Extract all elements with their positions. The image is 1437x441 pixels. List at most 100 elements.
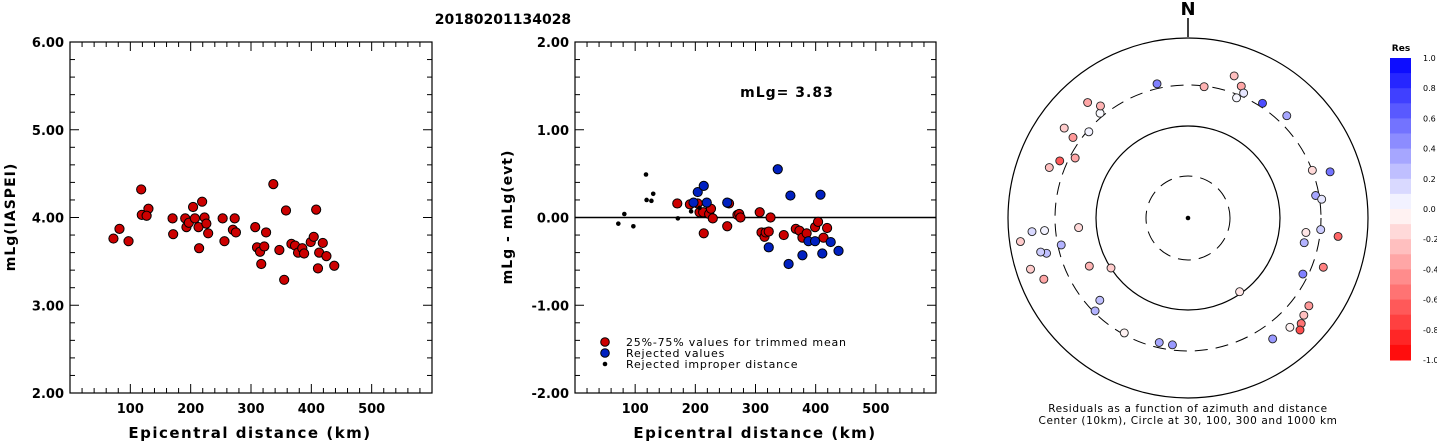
data-point [280, 205, 292, 216]
colorbar-cell [1390, 88, 1411, 104]
y-tick-label: 5.00 [32, 124, 64, 139]
station-point [1015, 237, 1025, 246]
colorbar-cell [1390, 269, 1411, 285]
data-point [817, 248, 828, 259]
data-point [688, 197, 699, 208]
colorbar-cell [1390, 239, 1411, 255]
station-point [1027, 227, 1037, 237]
footer-line-2: Center (10km), Circle at 30, 100, 300 an… [1039, 415, 1338, 427]
station-point [1040, 226, 1049, 236]
data-point [765, 212, 776, 223]
y-tick-label: 3.00 [32, 299, 64, 314]
data-point [260, 227, 272, 238]
station-point [1304, 301, 1314, 311]
colorbar-title: Res [1392, 44, 1410, 54]
data-point [298, 248, 310, 259]
data-point [311, 204, 322, 215]
x-tick-label: 500 [358, 402, 385, 417]
magnitude-vs-distance-plot: 2.00 3.00 4.00 5.00 6.00 100 200 300 400 500 Epi… [3, 36, 433, 441]
colorbar-tick-label: -0.8 [1423, 326, 1437, 335]
colorbar-cell [1390, 329, 1411, 346]
station-point [1084, 127, 1094, 137]
data-point [650, 191, 656, 197]
legend-marker [602, 361, 608, 367]
x-tick-label: 300 [237, 402, 264, 417]
ring-1000km [1007, 37, 1369, 399]
station-point [1026, 264, 1035, 274]
colorbar-cell [1390, 254, 1411, 270]
legend-marker [600, 337, 610, 347]
y-tick-label: -2.00 [532, 387, 569, 402]
data-point [194, 243, 205, 254]
colorbar-tick-label: 0.4 [1423, 145, 1436, 154]
data-point [722, 197, 733, 208]
data-point [622, 211, 627, 217]
colorbar-cell [1390, 163, 1411, 180]
station-point [1095, 295, 1105, 305]
y-tick-label: 2.00 [32, 387, 64, 402]
station-point [1318, 262, 1328, 272]
y-tick-label: 2.00 [537, 36, 569, 51]
x-tick-label: 400 [298, 402, 325, 417]
x-axis-label: Epicentral distance (km) [128, 424, 371, 441]
ring-100km [1095, 125, 1281, 311]
station-point [1059, 123, 1069, 133]
station-point [1316, 225, 1326, 235]
colorbar-cell [1390, 193, 1411, 210]
data-point [785, 190, 796, 201]
station-point [1268, 334, 1278, 344]
data-point [821, 222, 833, 234]
data-point [136, 184, 147, 195]
station-point [1317, 194, 1327, 204]
station-points [1015, 71, 1343, 350]
data-point [141, 210, 152, 221]
station-point [1325, 167, 1335, 177]
data-point [250, 222, 261, 233]
data-point [815, 189, 826, 200]
station-point [1199, 82, 1209, 92]
ring-300km-dashed [1054, 84, 1322, 352]
x-tick-label: 500 [862, 402, 889, 417]
x-tick-label: 200 [177, 402, 204, 417]
colorbar-cell [1390, 148, 1411, 165]
y-tick-label: 1.00 [537, 124, 569, 139]
colorbar-cell [1390, 284, 1411, 301]
data-point [329, 260, 340, 271]
y-axis-ticks: 2.00 3.00 4.00 5.00 6.00 [32, 36, 432, 402]
data-point [187, 201, 199, 213]
azimuth-residual-polar-plot: N Residuals as a function of azimuth and… [1007, 0, 1369, 427]
station-point [1239, 88, 1249, 98]
data-point [763, 242, 774, 253]
data-point [772, 164, 783, 175]
mean-magnitude-annotation: mLg= 3.83 [740, 85, 834, 101]
station-point [1044, 163, 1054, 172]
x-tick-label: 300 [742, 402, 769, 417]
colorbar-tick-label: -0.6 [1423, 296, 1437, 305]
y-tick-label: 0.00 [537, 212, 569, 227]
north-label: N [1180, 0, 1195, 20]
data-point [268, 179, 279, 190]
data-point [259, 241, 270, 252]
station-point [1285, 322, 1295, 332]
station-point [1036, 247, 1046, 257]
x-axis-label: Epicentral distance (km) [633, 424, 876, 441]
data-point [123, 236, 134, 247]
station-point [1096, 101, 1105, 111]
data-point [688, 209, 694, 214]
station-point [1154, 338, 1164, 347]
colorbar-cell [1390, 103, 1411, 119]
figure-title: 20180201134028 [435, 12, 571, 28]
colorbar-tick-label: 0.2 [1423, 175, 1436, 184]
colorbar-tick-label: 0.0 [1423, 205, 1436, 214]
station-point [1167, 340, 1177, 350]
y-tick-label: 4.00 [32, 212, 64, 227]
station-point [1258, 98, 1267, 108]
x-tick-label: 400 [802, 402, 829, 417]
colorbar-tick-label: -1.0 [1423, 356, 1437, 365]
data-point [217, 213, 228, 224]
x-axis-ticks: 100 200 300 400 500 [81, 42, 421, 417]
data-point [697, 205, 702, 211]
data-point [201, 218, 212, 229]
station-point [1090, 306, 1100, 316]
